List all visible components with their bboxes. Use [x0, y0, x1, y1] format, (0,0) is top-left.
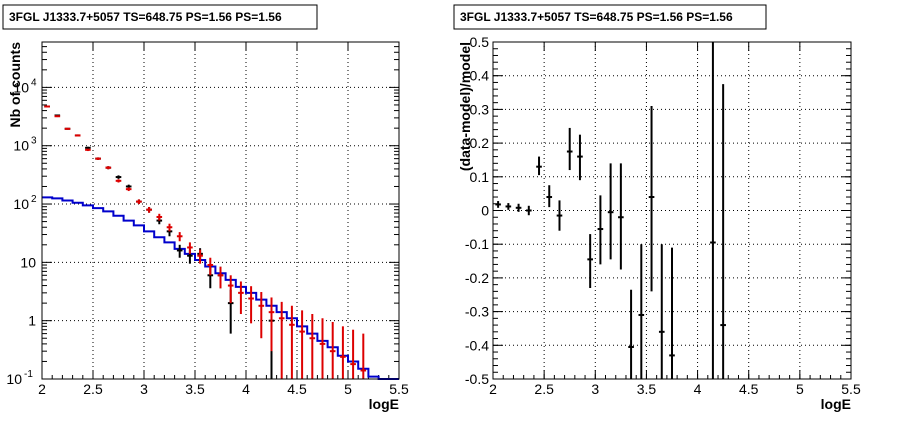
chart-title: 3FGL J1333.7+5057 TS=648.75 PS=1.56 PS=1…	[460, 10, 733, 24]
chart-title: 3FGL J1333.7+5057 TS=648.75 PS=1.56 PS=1…	[9, 10, 282, 24]
y-tick-label: 10	[20, 254, 36, 270]
y-tick-label: -0.5	[465, 371, 489, 387]
y-tick-label: -0.4	[465, 337, 489, 353]
y-tick-exponent: 4	[31, 77, 37, 88]
y-tick-label: 0	[481, 203, 489, 219]
title-box	[453, 4, 767, 30]
y-tick-label: 0.1	[470, 169, 490, 185]
y-tick-label: 10	[13, 138, 29, 154]
y-tick-label: -0.3	[465, 304, 489, 320]
x-tick-label: 3.5	[637, 381, 657, 397]
y-tick-label: 1	[28, 313, 36, 329]
x-tick-label: 2	[489, 381, 497, 397]
residuals-panel: 2 2.5 3 3.5 4 4.5 5 5.5 -0.5 -0.4 -0.3 -0.2 -0.1 0 0.1…	[453, 4, 861, 412]
y-tick-label: -0.1	[465, 236, 489, 252]
y-tick-label: 0.4	[470, 68, 490, 84]
x-tick-label: 3	[591, 381, 599, 397]
x-tick-label: 4.5	[287, 381, 307, 397]
y-tick-label: 0.2	[470, 135, 490, 151]
x-axis-label: logE	[821, 396, 851, 412]
model-histogram	[42, 196, 399, 380]
y-tick-label: 10	[6, 371, 22, 387]
x-tick-label: 5.5	[841, 381, 861, 397]
plot-frame	[41, 41, 400, 380]
y-axis-label: (data-model)/model	[457, 42, 473, 171]
x-tick-label: 3	[140, 381, 148, 397]
y-tick-label: 10	[13, 196, 29, 212]
x-tick-label: 5	[796, 381, 804, 397]
x-tick-label: 2.5	[83, 381, 103, 397]
x-axis-label: logE	[369, 396, 399, 412]
y-tick-exponent: -1	[24, 369, 33, 380]
y-tick-label: 0.3	[470, 101, 490, 117]
y-tick-exponent: 2	[31, 194, 37, 205]
y-tick-label: -0.2	[465, 270, 489, 286]
plot-frame	[492, 41, 852, 380]
x-tick-label: 5	[344, 381, 352, 397]
x-tick-label: 4	[694, 381, 702, 397]
y-tick-exponent: 3	[31, 136, 37, 147]
plot-area	[42, 42, 399, 379]
x-tick-label: 2	[38, 381, 46, 397]
x-tick-label: 4.5	[739, 381, 759, 397]
x-tick-label: 2.5	[534, 381, 554, 397]
x-tick-label: 3.5	[185, 381, 205, 397]
x-tick-label: 4	[242, 381, 250, 397]
title-box	[2, 4, 318, 30]
x-tick-label: 5.5	[389, 381, 409, 397]
y-tick-label: 10	[13, 79, 29, 95]
y-tick-label: 0.5	[470, 34, 490, 50]
y-axis-label: Nb of counts	[7, 42, 23, 128]
